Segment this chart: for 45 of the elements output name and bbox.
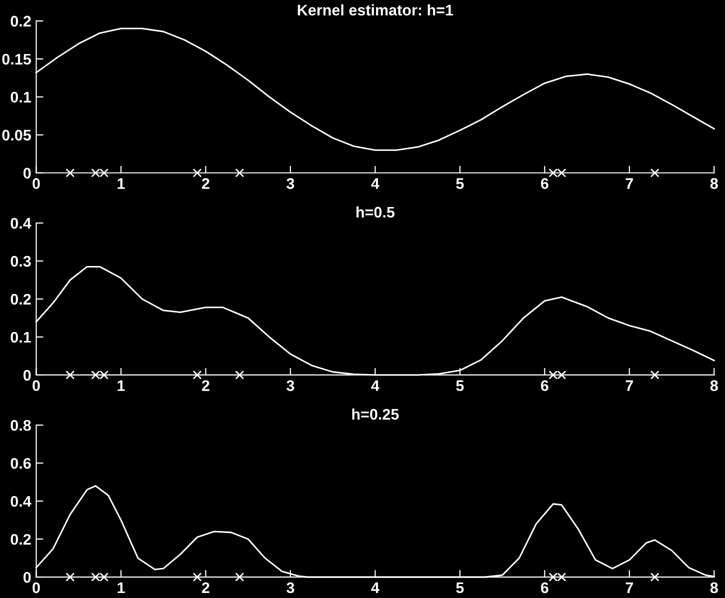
- x-tick-label: 7: [626, 178, 633, 189]
- x-tick-label: 7: [626, 582, 633, 594]
- x-tick-label: 1: [118, 582, 125, 594]
- chart-title: h=0.25: [352, 408, 399, 420]
- chart-title: Kernel estimator: h=1: [298, 4, 454, 16]
- x-tick-label: 2: [202, 582, 210, 594]
- y-tick-label: 0.6: [10, 458, 31, 469]
- x-tick-label: 3: [286, 178, 294, 189]
- x-tick-label: 3: [286, 380, 294, 392]
- y-tick-label: 0.2: [10, 16, 31, 27]
- x-tick-label: 8: [710, 380, 718, 392]
- x-tick-label: 5: [456, 178, 464, 189]
- y-tick-label: 0: [23, 168, 31, 179]
- y-tick-label: 0.3: [10, 256, 31, 267]
- x-tick-label: 4: [371, 380, 380, 391]
- x-tick-label: 3: [286, 582, 294, 594]
- y-tick-label: 0.1: [10, 92, 31, 103]
- y-tick-label: 0.2: [10, 534, 31, 545]
- y-tick-label: 0.15: [2, 54, 31, 65]
- x-tick-label: 7: [626, 380, 633, 391]
- y-tick-label: 0.4: [10, 218, 32, 229]
- y-tick-label: 0: [23, 370, 31, 381]
- x-tick-label: 0: [32, 380, 40, 392]
- y-tick-label: 0.8: [10, 420, 31, 431]
- y-tick-label: 0.4: [10, 496, 32, 507]
- x-tick-label: 6: [540, 380, 548, 392]
- x-tick-label: 1: [118, 380, 125, 391]
- chart-title: h=0.5: [356, 206, 395, 218]
- x-tick-label: 0: [32, 178, 40, 189]
- x-tick-label: 1: [118, 178, 125, 189]
- x-tick-label: 5: [456, 380, 464, 392]
- x-tick-label: 0: [32, 582, 40, 594]
- x-tick-label: 6: [540, 582, 548, 594]
- x-tick-label: 4: [371, 178, 380, 189]
- y-tick-label: 0: [23, 572, 31, 583]
- x-tick-label: 6: [540, 178, 548, 189]
- x-tick-label: 8: [710, 582, 718, 594]
- x-tick-label: 4: [371, 582, 380, 594]
- x-tick-label: 2: [202, 380, 210, 391]
- y-tick-label: 0.1: [10, 332, 31, 343]
- x-tick-label: 5: [456, 582, 464, 594]
- y-tick-label: 0.2: [10, 294, 31, 305]
- x-tick-label: 8: [710, 178, 718, 189]
- y-tick-label: 0.05: [2, 130, 31, 141]
- x-tick-label: 2: [202, 178, 210, 189]
